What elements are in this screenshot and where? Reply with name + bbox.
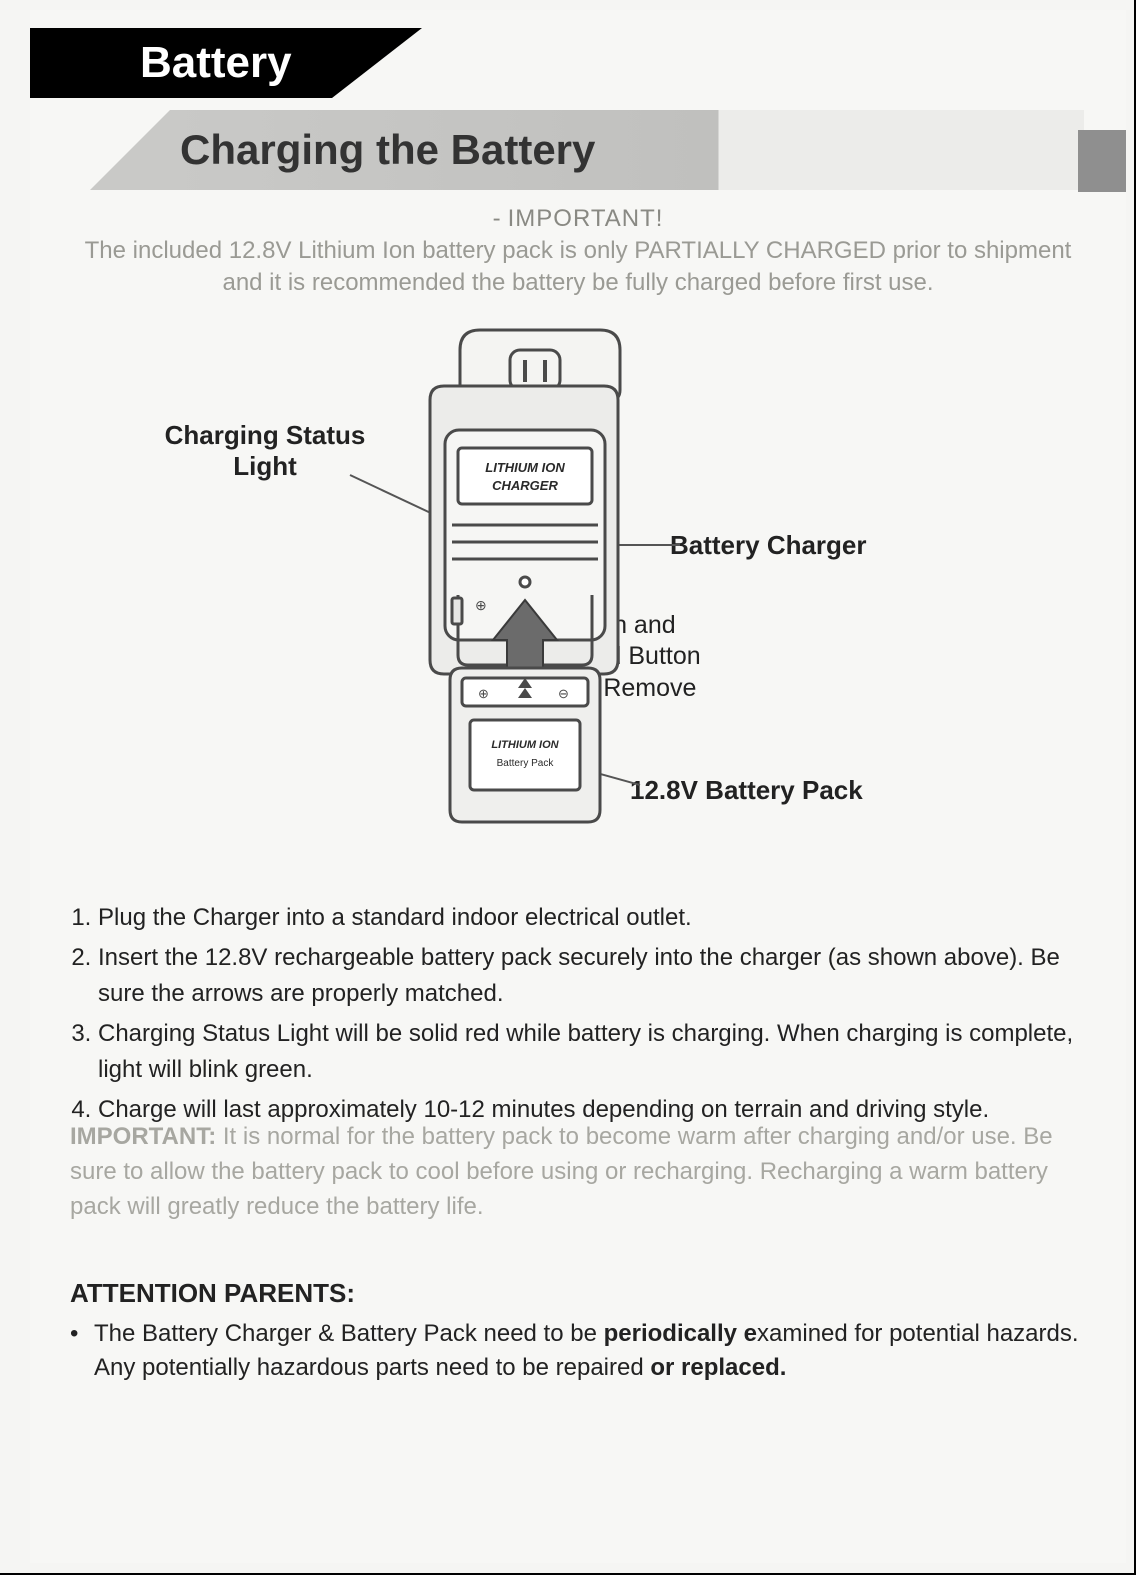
attention-parents: ATTENTION PARENTS: The Battery Charger &… (70, 1275, 1086, 1386)
charger-label-line1: LITHIUM ION (485, 460, 565, 475)
charger-diagram: Charging StatusLight Battery Charger Pus… (80, 320, 1076, 860)
page-edge-tab (1078, 130, 1126, 192)
subtitle-text: Charging the Battery (170, 110, 1084, 190)
important-top-label: -IMPORTANT! (30, 205, 1126, 233)
manual-page: Battery Charging the Battery -IMPORTANT!… (0, 0, 1136, 1575)
attention-bullet-bold2: or replaced. (650, 1354, 786, 1381)
svg-text:⊕: ⊕ (478, 686, 489, 701)
section-tab-label: Battery (30, 28, 332, 98)
important-warm-label: IMPORTANT: (70, 1123, 216, 1150)
charger-svg: ⊕ LITHIUM ION CHARGER (80, 320, 1080, 860)
battery-label-line2: Battery Pack (497, 758, 555, 769)
attention-bullet-pre: The Battery Charger & Battery Pack need … (94, 1320, 604, 1347)
attention-bullet-bold1: periodically e (604, 1320, 757, 1347)
charger-illustration: ⊕ LITHIUM ION CHARGER (410, 320, 660, 860)
instruction-item: Charging Status Light will be solid red … (98, 1016, 1086, 1088)
page-inner: Battery Charging the Battery -IMPORTANT!… (30, 10, 1126, 1563)
instruction-item: Plug the Charger into a standard indoor … (98, 900, 1086, 936)
subtitle-bar: Charging the Battery (90, 110, 1084, 190)
svg-text:⊖: ⊖ (558, 686, 569, 701)
attention-bullet: The Battery Charger & Battery Pack need … (70, 1317, 1086, 1387)
charger-label-line2: CHARGER (492, 478, 558, 493)
important-warm-note: IMPORTANT: It is normal for the battery … (70, 1120, 1086, 1224)
important-warm-text: It is normal for the battery pack to bec… (70, 1123, 1053, 1220)
section-tab: Battery (30, 28, 422, 98)
important-top-body: The included 12.8V Lithium Ion battery p… (80, 235, 1076, 300)
instruction-list: Plug the Charger into a standard indoor … (70, 900, 1086, 1132)
svg-text:⊕: ⊕ (475, 597, 487, 613)
attention-heading: ATTENTION PARENTS: (70, 1275, 1086, 1313)
important-top-label-text: IMPORTANT! (508, 205, 664, 232)
battery-label-line1: LITHIUM ION (491, 739, 559, 751)
subtitle-wedge (90, 110, 170, 190)
instruction-item: Insert the 12.8V rechargeable battery pa… (98, 940, 1086, 1012)
section-tab-wedge (332, 28, 422, 98)
